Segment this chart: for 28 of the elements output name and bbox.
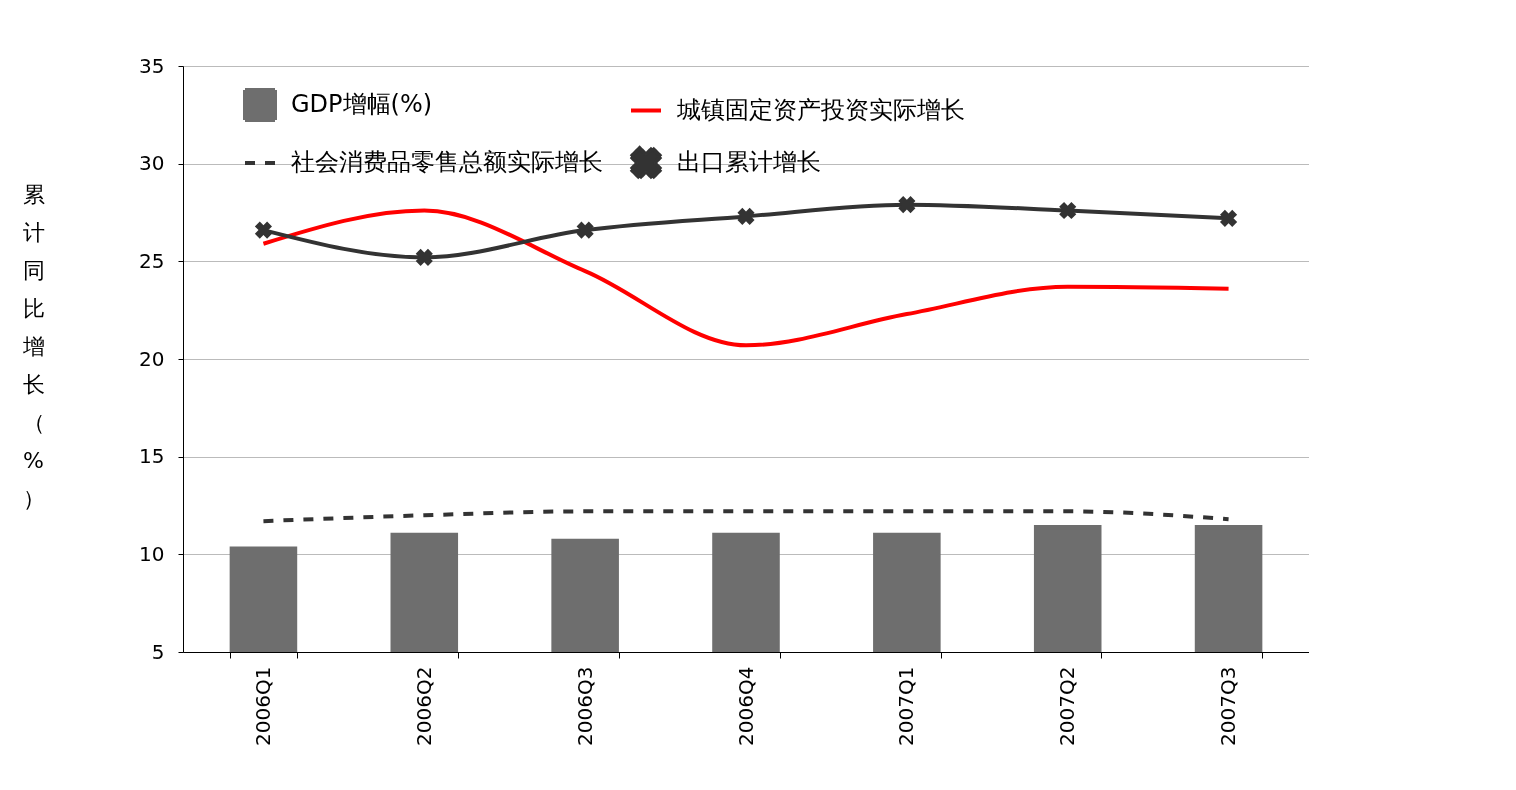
x-tick-label: 2006Q4 xyxy=(733,666,758,746)
point xyxy=(737,207,755,225)
y-tick-label: 20 xyxy=(139,346,165,371)
line-series xyxy=(261,509,1231,524)
x-tick-label: 2007Q3 xyxy=(1216,666,1241,746)
y-tick-label: 15 xyxy=(139,444,165,469)
x-tick-label: 2007Q1 xyxy=(894,666,919,746)
legend-label: GDP增幅(%) xyxy=(291,90,433,118)
line-series xyxy=(261,208,1231,348)
point xyxy=(576,221,594,239)
y-tick-label: 35 xyxy=(139,53,165,78)
x-tick-label: 2007Q2 xyxy=(1055,666,1080,746)
point xyxy=(254,221,272,239)
y-tick-label: 30 xyxy=(139,151,165,176)
x-tick-label: 2006Q2 xyxy=(411,666,436,746)
legend-label: 出口累计增长 xyxy=(677,148,821,176)
x-tick-label: 2006Q1 xyxy=(250,666,275,746)
y-tick-label: 5 xyxy=(151,639,165,664)
y-tick-label: 25 xyxy=(139,248,165,273)
legend-label: 城镇固定资产投资实际增长 xyxy=(676,95,965,124)
point xyxy=(1220,209,1238,227)
point xyxy=(898,196,916,214)
point xyxy=(415,248,433,266)
legend-label: 社会消费品零售总额实际增长 xyxy=(291,148,603,176)
x-tick-label: 2006Q3 xyxy=(572,666,597,746)
y-tick-label: 10 xyxy=(139,541,165,566)
text: 累计同比增长（%） xyxy=(22,181,45,511)
point xyxy=(1059,201,1077,220)
